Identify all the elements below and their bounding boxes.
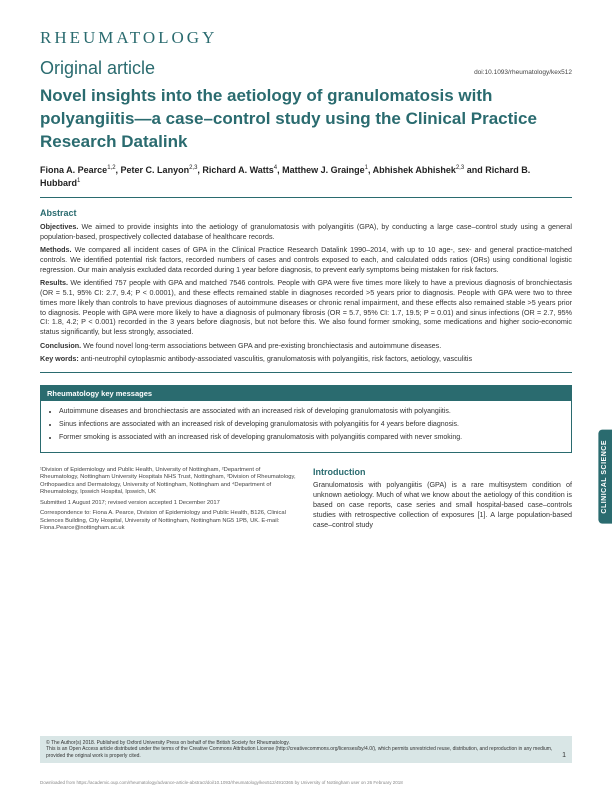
keywords-text: anti-neutrophil cytoplasmic antibody-ass… [81, 354, 472, 363]
key-messages-box: Rheumatology key messages Autoimmune dis… [40, 385, 572, 452]
keywords-label: Key words: [40, 354, 79, 363]
key-messages-list: Autoimmune diseases and bronchiectasis a… [41, 401, 571, 451]
authors: Fiona A. Pearce1,2, Peter C. Lanyon2,3, … [40, 164, 572, 198]
conclusion-label: Conclusion. [40, 341, 81, 350]
introduction-heading: Introduction [313, 467, 572, 477]
clinical-science-tab: CLINICAL SCIENCE [598, 430, 612, 524]
doi: doi:10.1093/rheumatology/kex512 [474, 69, 572, 76]
introduction-body: Granulomatosis with polyangiitis (GPA) i… [313, 480, 572, 530]
key-messages-heading: Rheumatology key messages [41, 386, 571, 401]
page-number: 1 [554, 752, 566, 759]
results-label: Results. [40, 278, 68, 287]
abstract-body: Objectives. We aimed to provide insights… [40, 222, 572, 373]
footer-license: This is an Open Access article distribut… [46, 746, 554, 759]
objectives-text: We aimed to provide insights into the ae… [40, 222, 572, 241]
key-message-item: Autoimmune diseases and bronchiectasis a… [59, 407, 561, 417]
methods-text: We compared all incident cases of GPA in… [40, 245, 572, 273]
article-title: Novel insights into the aetiology of gra… [40, 85, 572, 154]
footer-text: © The Author(s) 2018. Published by Oxfor… [46, 740, 554, 760]
objectives-label: Objectives. [40, 222, 78, 231]
conclusion-text: We found novel long-term associations be… [83, 341, 441, 350]
download-note: Downloaded from https://academic.oup.com… [40, 780, 403, 785]
submitted-text: Submitted 1 August 2017; revised version… [40, 500, 299, 508]
two-column-section: ¹Division of Epidemiology and Public Hea… [40, 467, 572, 536]
article-type: Original article [40, 58, 155, 79]
journal-name: RHEUMATOLOGY [40, 28, 572, 48]
results-text: We identified 757 people with GPA and ma… [40, 278, 572, 336]
key-message-item: Sinus infections are associated with an … [59, 420, 561, 430]
methods-label: Methods. [40, 245, 72, 254]
introduction-column: Introduction Granulomatosis with polyang… [313, 467, 572, 536]
key-message-item: Former smoking is associated with an inc… [59, 433, 561, 443]
header-row: Original article doi:10.1093/rheumatolog… [40, 58, 572, 79]
affiliations-text: ¹Division of Epidemiology and Public Hea… [40, 467, 299, 497]
correspondence-text: Correspondence to: Fiona A. Pearce, Divi… [40, 510, 299, 533]
footer-box: © The Author(s) 2018. Published by Oxfor… [40, 736, 572, 764]
affiliations-column: ¹Division of Epidemiology and Public Hea… [40, 467, 299, 536]
abstract-heading: Abstract [40, 208, 572, 218]
